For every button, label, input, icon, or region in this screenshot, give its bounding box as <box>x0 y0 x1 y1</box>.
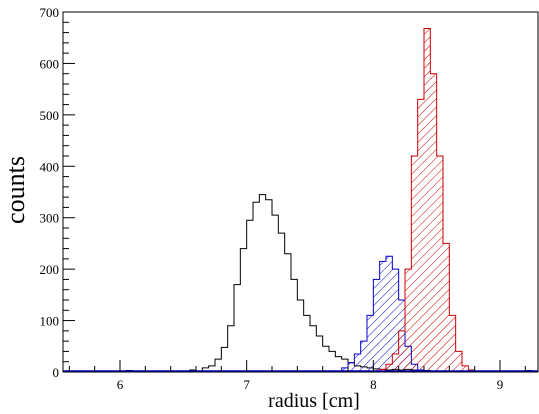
histogram-bin <box>436 156 443 372</box>
histogram-bin <box>424 28 431 372</box>
y-tick-label: 0 <box>53 365 60 380</box>
x-tick-label: 8 <box>370 377 377 392</box>
histogram-bin <box>449 315 456 372</box>
y-tick-label: 600 <box>40 56 60 71</box>
y-tick-label: 300 <box>40 211 60 226</box>
y-tick-label: 700 <box>40 5 60 20</box>
histogram-bin <box>405 269 412 372</box>
plot-frame <box>62 11 539 373</box>
histogram-bin <box>386 256 393 372</box>
histogram-bin <box>443 243 450 372</box>
series-3 <box>379 27 476 372</box>
plot-area <box>63 12 538 372</box>
x-tick-label: 6 <box>117 377 124 392</box>
histogram-bin <box>392 269 399 372</box>
histogram-bin <box>354 354 361 372</box>
histogram-bin <box>411 156 418 372</box>
y-tick-label: 500 <box>40 108 60 123</box>
plot-background <box>63 12 538 372</box>
x-tick-label: 9 <box>497 377 504 392</box>
histogram-bin <box>348 362 355 372</box>
histogram-bin <box>417 99 424 372</box>
x-tick-label: 7 <box>243 377 250 392</box>
histogram-bin <box>455 351 462 372</box>
series-layer <box>63 27 538 372</box>
y-tick-label: 100 <box>40 314 60 329</box>
y-tick-label: 200 <box>40 262 60 277</box>
histogram-bin <box>430 73 437 372</box>
y-axis-title: counts <box>1 156 30 224</box>
y-tick-label: 400 <box>40 159 60 174</box>
histogram-bin <box>392 354 399 372</box>
axes: 0 100 200 300 400 500 600 700 6 7 8 9 <box>40 5 539 392</box>
histogram-bin <box>462 365 469 372</box>
histogram-bin <box>373 279 380 372</box>
histogram-bin <box>341 367 348 372</box>
histogram-bin <box>398 330 405 372</box>
histogram-bin <box>360 341 367 372</box>
histogram-bin <box>367 315 374 372</box>
histogram-bin <box>386 364 393 372</box>
x-axis-title: radius [cm] <box>268 390 360 412</box>
series-outline <box>379 27 476 372</box>
histogram-bin <box>379 261 386 372</box>
